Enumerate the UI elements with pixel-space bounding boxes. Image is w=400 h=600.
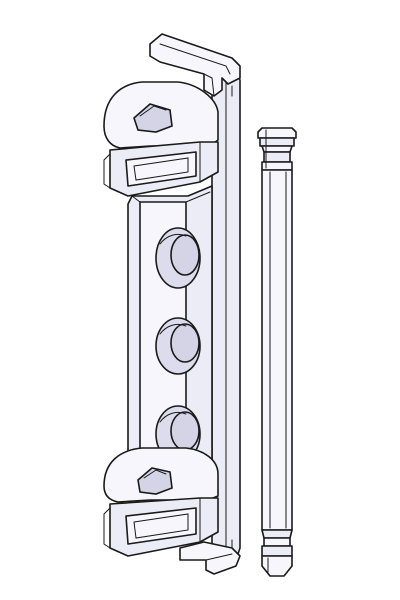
lower-knuckle-hole (137, 467, 173, 495)
bracket-top-tab (149, 33, 241, 97)
upper-knuckle-hole (133, 103, 173, 133)
pin-head (257, 127, 297, 139)
screw-hole-top (155, 227, 201, 289)
bracket-bottom-tab (179, 541, 241, 575)
hinge-pin (257, 127, 297, 577)
pin-tip (261, 555, 293, 577)
pin-shaft (261, 169, 293, 531)
hinge-bracket (103, 33, 241, 575)
screw-hole-middle (155, 317, 201, 375)
